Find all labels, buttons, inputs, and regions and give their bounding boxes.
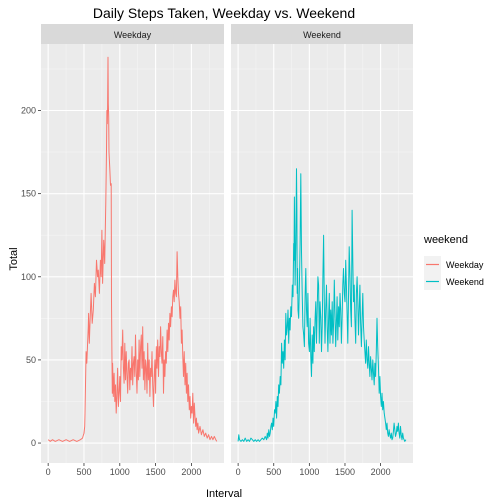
x-tick-label: 0 bbox=[46, 467, 51, 477]
legend-label: Weekday bbox=[446, 260, 484, 270]
facet-strip bbox=[41, 24, 224, 44]
y-tick-label: 0 bbox=[31, 438, 36, 448]
legend: weekend Weekday Weekend bbox=[423, 234, 484, 290]
x-tick-label: 1500 bbox=[335, 467, 355, 477]
x-tick-label: 500 bbox=[76, 467, 91, 477]
facet-strip-label: Weekend bbox=[303, 30, 341, 40]
legend-items: Weekday Weekend bbox=[424, 256, 484, 290]
y-tick-label: 150 bbox=[21, 189, 36, 199]
x-tick-label: 500 bbox=[266, 467, 281, 477]
x-tick-label: 2000 bbox=[181, 467, 201, 477]
x-axis-title: Interval bbox=[206, 488, 242, 500]
facet-panel-0: Weekday 0 500 1000 1500 2000 0 50 100 150 200 bbox=[21, 24, 224, 477]
legend-label: Weekend bbox=[446, 277, 484, 287]
y-tick-label: 100 bbox=[21, 272, 36, 282]
facet-panels: Weekday 0 500 1000 1500 2000 0 50 100 150 200 Weeke… bbox=[21, 24, 413, 477]
x-tick-label: 1000 bbox=[110, 467, 130, 477]
y-axis-title: Total bbox=[8, 247, 20, 270]
series-line-weekend bbox=[237, 168, 407, 442]
series-line-weekday bbox=[47, 56, 218, 442]
legend-item: Weekday bbox=[424, 256, 484, 273]
facet-strip bbox=[231, 24, 413, 44]
legend-item: Weekend bbox=[424, 273, 484, 290]
panel-background bbox=[231, 44, 413, 463]
x-tick-label: 1500 bbox=[146, 467, 166, 477]
facet-panel-1: Weekend 0 500 1000 1500 2000 bbox=[231, 24, 413, 477]
legend-title: weekend bbox=[423, 234, 468, 246]
x-tick-label: 0 bbox=[236, 467, 241, 477]
y-tick-label: 200 bbox=[21, 106, 36, 116]
x-tick-label: 2000 bbox=[371, 467, 391, 477]
facet-strip-label: Weekday bbox=[114, 30, 152, 40]
y-tick-label: 50 bbox=[26, 355, 36, 365]
panel-background bbox=[41, 44, 224, 463]
x-tick-label: 1000 bbox=[299, 467, 319, 477]
chart-title: Daily Steps Taken, Weekday vs. Weekend bbox=[93, 5, 355, 21]
